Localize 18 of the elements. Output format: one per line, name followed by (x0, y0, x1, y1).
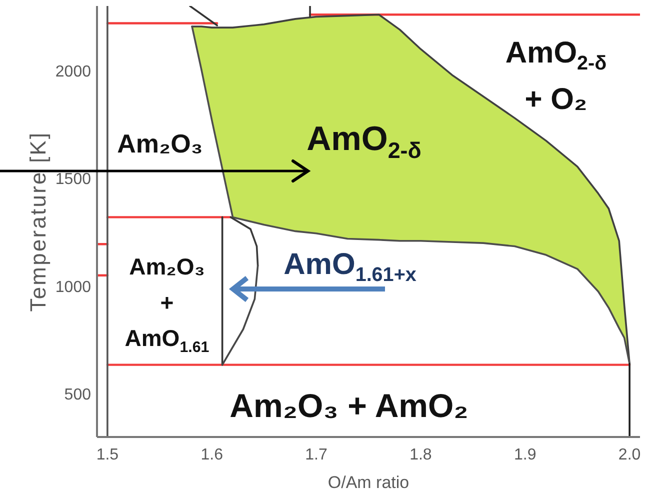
annotation: Am₂O₃ + AmO₂ (230, 386, 468, 424)
x-tick-label: 1.7 (305, 446, 328, 464)
x-tick-label: 1.5 (96, 446, 119, 464)
y-tick-label: 1500 (55, 171, 92, 188)
x-tick-label: 1.9 (514, 446, 536, 464)
annotation: Am₂O₃ + AmO$_{1.61}$ (124, 254, 210, 356)
x-axis-title: O/Am ratio (328, 473, 410, 492)
x-tick-label: 1.6 (200, 446, 224, 464)
y-tick-label: 500 (64, 386, 92, 404)
annotation: Am₂O₃ (117, 128, 203, 158)
x-tick-label: 1.8 (410, 446, 432, 464)
annotation: AmO$_{2-δ}$ (306, 120, 422, 164)
y-tick-label: 1000 (55, 278, 92, 296)
annotation: AmO$_{2-δ}$ + O₂ (505, 36, 607, 116)
x-tick-label: 2.0 (618, 446, 641, 464)
annotation: AmO$_{1.61+x}$ (284, 248, 416, 286)
y-axis-title: Temperature [K] (26, 131, 50, 312)
y-tick-label: 2000 (55, 63, 92, 80)
